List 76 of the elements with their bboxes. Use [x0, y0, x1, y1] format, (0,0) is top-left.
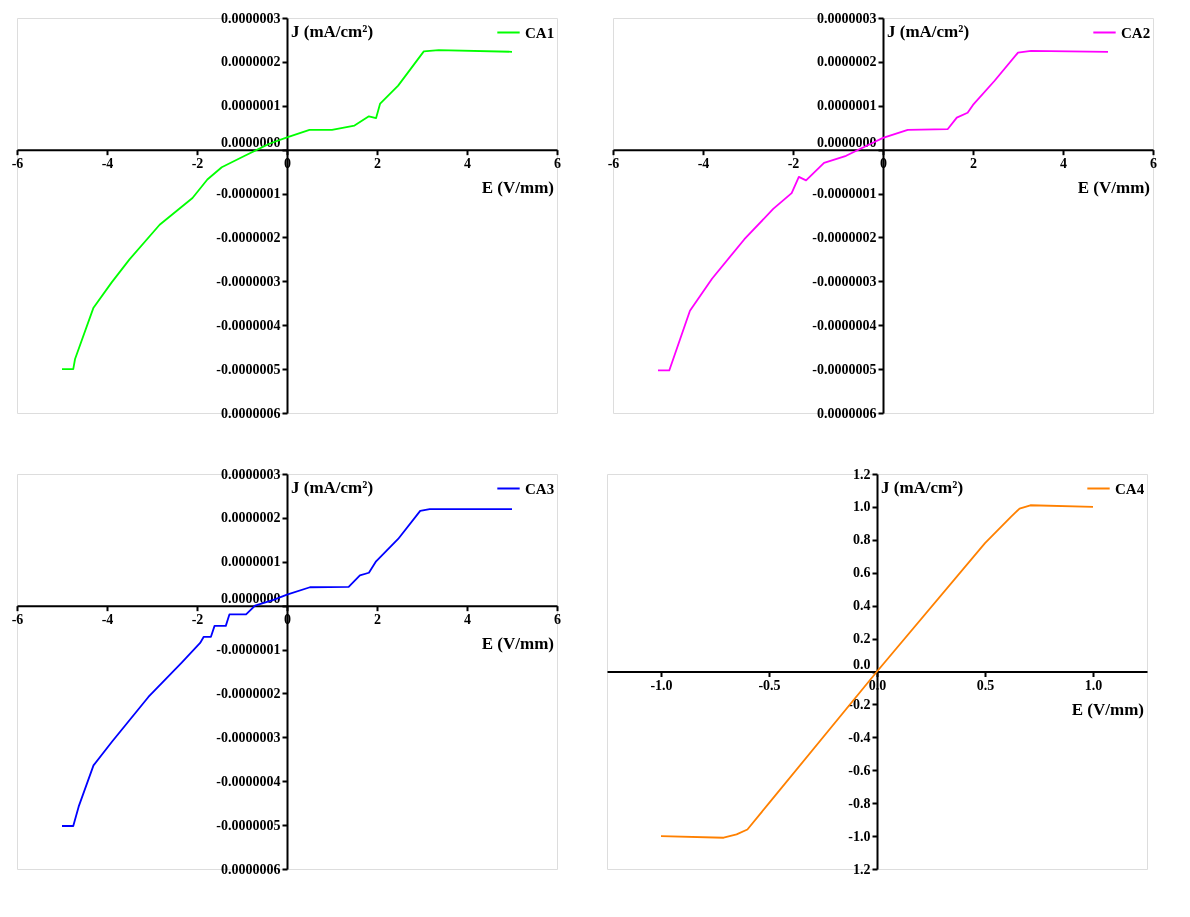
x-tick-label: 2	[970, 156, 977, 172]
x-tick-label: -6	[607, 156, 620, 172]
y-tick-label: 0.0000002	[221, 510, 281, 526]
y-tick-label: 0.0000006	[221, 405, 281, 421]
x-tick-label: 2	[374, 156, 381, 172]
legend-label: CA1	[525, 24, 555, 41]
x-tick-label: 6	[554, 612, 561, 628]
y-tick-label: -0.0000005	[216, 361, 281, 377]
x-tick-label: 4	[464, 612, 471, 628]
y-tick-label: 0.0000001	[817, 98, 877, 114]
x-tick-label: 0.5	[976, 678, 995, 693]
y-axis-title: J (mA/cm²)	[887, 22, 970, 41]
x-tick-label: -4	[697, 156, 710, 172]
y-tick-label: 0.0	[853, 657, 871, 672]
y-tick-label: -0.0000002	[216, 229, 281, 245]
y-tick-label: -0.0000001	[216, 186, 281, 202]
x-tick-label: 2	[374, 612, 381, 628]
y-tick-label: 0.8	[853, 532, 871, 548]
x-tick-label: -2	[191, 612, 204, 628]
y-tick-label: -0.0000004	[216, 317, 281, 333]
x-axis-title: E (V/mm)	[1077, 177, 1150, 197]
legend-label: CA3	[525, 480, 555, 497]
x-tick-label: 4	[1060, 156, 1067, 172]
legend-label: CA2	[1121, 24, 1151, 41]
x-tick-label: -4	[101, 156, 114, 172]
y-tick-label: -1.0	[848, 828, 871, 844]
y-tick-label: 0.0000003	[817, 10, 877, 26]
y-tick-label: -0.0000003	[216, 273, 281, 289]
x-tick-label: -1.0	[650, 678, 673, 693]
legend-label: CA4	[1115, 480, 1145, 497]
y-tick-label: -0.0000002	[812, 229, 877, 245]
x-tick-label: -6	[11, 156, 24, 172]
y-tick-label: -0.8	[848, 795, 871, 811]
y-tick-label: -0.2	[848, 696, 871, 712]
y-axis-title: J (mA/cm²)	[881, 478, 964, 497]
x-tick-label: 6	[1150, 156, 1157, 172]
y-tick-label: -0.0000003	[812, 273, 877, 289]
x-tick-label: -2	[787, 156, 800, 172]
x-tick-label: 6	[554, 156, 561, 172]
x-tick-label: -6	[11, 612, 24, 628]
x-tick-label: -0.5	[758, 678, 781, 693]
x-axis-title: E (V/mm)	[481, 177, 554, 197]
y-tick-label: 0.0000006	[221, 861, 281, 877]
y-tick-label: 0.0000003	[221, 10, 281, 26]
y-tick-label: -0.0000004	[812, 317, 877, 333]
y-tick-label: 1.2	[853, 466, 871, 482]
y-tick-label: 0.0000000	[817, 135, 877, 151]
y-tick-label: -0.0000003	[216, 729, 281, 745]
y-axis-title: J (mA/cm²)	[291, 478, 374, 497]
x-axis-title: E (V/mm)	[1071, 699, 1144, 719]
x-tick-label: 1.0	[1084, 678, 1103, 693]
y-axis-title: J (mA/cm²)	[291, 22, 374, 41]
x-tick-label: 4	[464, 156, 471, 172]
y-tick-label: 0.0000002	[817, 54, 877, 70]
y-tick-label: 0.0000002	[221, 54, 281, 70]
y-tick-label: -0.0000002	[216, 685, 281, 701]
y-tick-label: 1.2	[853, 861, 871, 877]
y-tick-label: -0.0000005	[812, 361, 877, 377]
y-tick-label: -0.6	[848, 762, 871, 778]
y-tick-label: -0.0000005	[216, 817, 281, 833]
x-tick-label: -2	[191, 156, 204, 172]
y-tick-label: -0.4	[848, 729, 871, 745]
y-tick-label: 0.2	[853, 631, 871, 647]
y-tick-label: 0.0000006	[817, 405, 877, 421]
y-tick-label: 0.0000003	[221, 466, 281, 482]
y-tick-label: 1.0	[853, 499, 871, 515]
y-tick-label: -0.0000001	[812, 186, 877, 202]
y-tick-label: -0.0000004	[216, 773, 281, 789]
y-tick-label: 0.0000001	[221, 554, 281, 570]
y-tick-label: 0.4	[853, 598, 871, 614]
y-tick-label: -0.0000001	[216, 642, 281, 658]
x-axis-title: E (V/mm)	[481, 633, 554, 653]
y-tick-label: 0.0000000	[221, 591, 281, 607]
x-tick-label: -4	[101, 612, 114, 628]
y-tick-label: 0.6	[853, 565, 871, 581]
y-tick-label: 0.0000001	[221, 98, 281, 114]
